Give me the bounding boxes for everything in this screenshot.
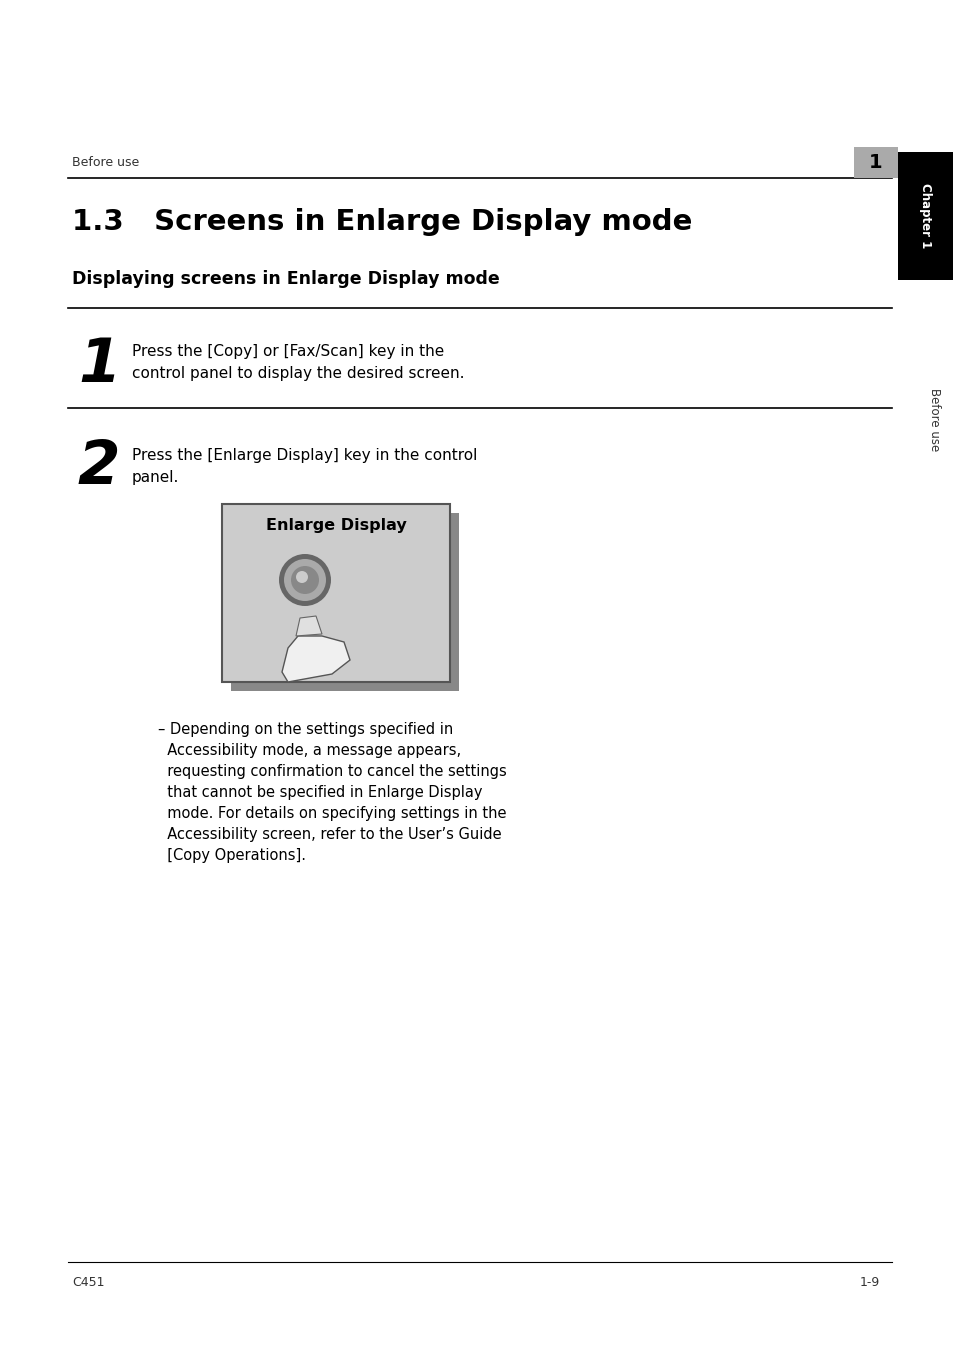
Text: C451: C451 <box>71 1276 105 1289</box>
Circle shape <box>284 559 326 601</box>
Text: Chapter 1: Chapter 1 <box>919 184 931 248</box>
Text: Displaying screens in Enlarge Display mode: Displaying screens in Enlarge Display mo… <box>71 270 499 288</box>
Text: 2: 2 <box>78 439 120 498</box>
Text: 1.3   Screens in Enlarge Display mode: 1.3 Screens in Enlarge Display mode <box>71 208 692 236</box>
Circle shape <box>278 554 331 606</box>
Text: mode. For details on specifying settings in the: mode. For details on specifying settings… <box>158 806 506 821</box>
Circle shape <box>291 566 318 594</box>
Text: 1: 1 <box>78 336 120 394</box>
Text: [Copy Operations].: [Copy Operations]. <box>158 848 306 863</box>
Text: Accessibility screen, refer to the User’s Guide: Accessibility screen, refer to the User’… <box>158 828 501 842</box>
Polygon shape <box>295 616 322 636</box>
Text: Before use: Before use <box>927 389 941 452</box>
Text: Enlarge Display: Enlarge Display <box>265 518 406 533</box>
Text: panel.: panel. <box>132 470 179 485</box>
Bar <box>222 504 450 682</box>
Text: Accessibility mode, a message appears,: Accessibility mode, a message appears, <box>158 743 460 757</box>
Bar <box>853 147 897 178</box>
Text: 1-9: 1-9 <box>859 1276 879 1289</box>
Text: requesting confirmation to cancel the settings: requesting confirmation to cancel the se… <box>158 764 506 779</box>
Text: control panel to display the desired screen.: control panel to display the desired scr… <box>132 366 464 381</box>
Text: 1: 1 <box>868 154 882 173</box>
Text: Press the [Copy] or [Fax/Scan] key in the: Press the [Copy] or [Fax/Scan] key in th… <box>132 344 444 359</box>
Circle shape <box>295 571 308 583</box>
Text: that cannot be specified in Enlarge Display: that cannot be specified in Enlarge Disp… <box>158 784 482 801</box>
Bar <box>231 513 458 691</box>
Text: – Depending on the settings specified in: – Depending on the settings specified in <box>158 722 453 737</box>
Text: Press the [Enlarge Display] key in the control: Press the [Enlarge Display] key in the c… <box>132 448 476 463</box>
Text: Before use: Before use <box>71 155 139 169</box>
Bar <box>897 153 953 279</box>
Polygon shape <box>282 636 350 682</box>
